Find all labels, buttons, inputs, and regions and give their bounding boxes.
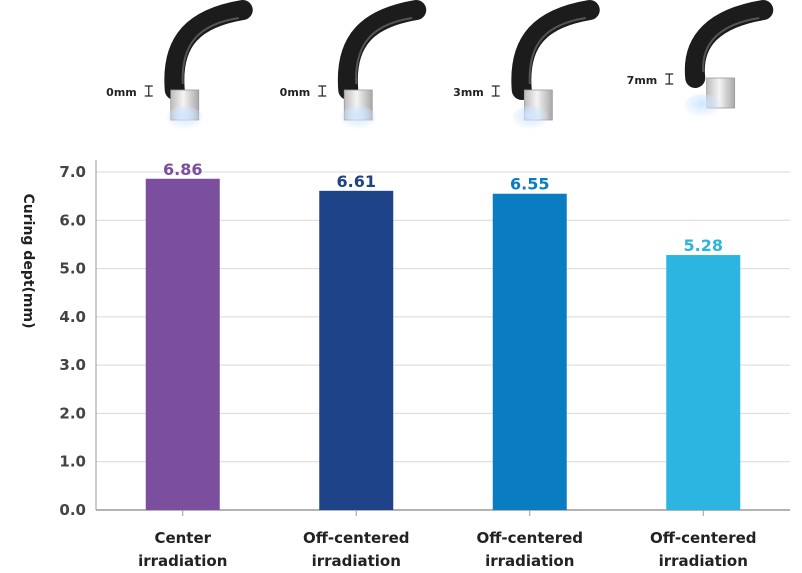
fiber-highlight [355,17,413,85]
bar [492,193,567,510]
y-tick-label: 5.0 [59,260,86,278]
distance-label: 7mm [627,74,658,87]
bar [666,255,741,510]
x-tick-label: Center [154,529,211,547]
x-tick-label: Off-centered [303,529,410,547]
x-tick-label: irradiation [138,552,227,570]
light-guide-illustration: 3mm [453,0,600,130]
light-glow [166,106,203,130]
bar [145,178,220,510]
light-glow [512,106,549,130]
x-tick-label: Off-centered [650,529,757,547]
x-tick-label: Off-centered [476,529,583,547]
fiber-cable [684,0,774,88]
fiber-highlight [181,17,239,85]
y-tick-label: 0.0 [59,501,86,519]
labels: 6.86 Center irradiation 6.61 Off-centered irr… [138,160,756,570]
y-axis-label: Curing dept(mm) [20,193,36,328]
light-glow [340,106,377,130]
y-tick-label: 7.0 [59,163,86,181]
y-tick-label: 6.0 [59,211,86,229]
x-tick-label: irradiation [312,552,401,570]
distance-label: 0mm [280,86,311,99]
light-glow [684,94,721,118]
y-tick-label: 2.0 [59,404,86,422]
bars [145,178,741,510]
fiber-highlight [528,17,586,85]
data-label: 6.55 [510,175,549,194]
y-tick-label: 4.0 [59,308,86,326]
x-tick-label: irradiation [659,552,748,570]
light-guide-illustrations: 0mm 0mm 3mm 7mm [106,0,774,130]
distance-label: 0mm [106,86,137,99]
distance-label: 3mm [453,86,484,99]
fiber-cable [511,0,600,100]
light-guide-illustration: 7mm [627,0,774,118]
data-label: 5.28 [684,236,723,255]
light-guide-illustration: 0mm [280,0,427,130]
bar [319,190,394,510]
data-label: 6.61 [337,172,376,191]
x-tick-label: irradiation [485,552,574,570]
y-tick-label: 3.0 [59,356,86,374]
light-guide-illustration: 0mm [106,0,253,130]
fiber-cable [164,0,253,100]
data-label: 6.86 [163,160,202,179]
y-tick-label: 1.0 [59,453,86,471]
fiber-cable [337,0,427,100]
fiber-highlight [702,17,760,73]
